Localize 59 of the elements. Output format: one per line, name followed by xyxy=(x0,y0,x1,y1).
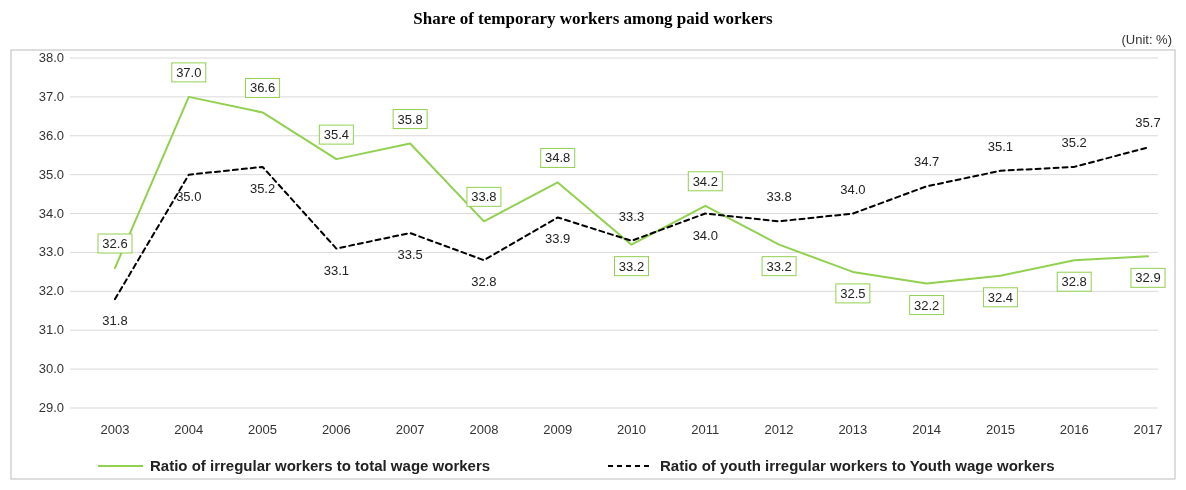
data-label: 32.2 xyxy=(913,297,940,313)
data-label: 33.9 xyxy=(545,231,571,247)
data-label: 32.9 xyxy=(1135,270,1161,286)
y-tick-label: 33.0 xyxy=(38,244,64,260)
x-tick-label: 2011 xyxy=(691,422,720,437)
data-label: 35.8 xyxy=(397,111,423,127)
data-label: 32.4 xyxy=(987,289,1014,305)
data-label: 33.3 xyxy=(618,208,645,224)
data-label: 32.8 xyxy=(1061,274,1087,290)
data-label: 33.5 xyxy=(397,247,423,262)
y-tick-label: 32.0 xyxy=(38,283,64,299)
x-tick-label: 2014 xyxy=(912,422,942,437)
x-tick-label: 2008 xyxy=(469,422,499,437)
data-label: 34.0 xyxy=(692,227,718,243)
text: (Unit: %) xyxy=(1121,32,1172,47)
legend-label: Ratio of youth irregular workers to Youth wage workers xyxy=(660,457,1055,474)
data-label: 36.6 xyxy=(249,80,276,96)
data-label: 33.2 xyxy=(766,258,792,274)
data-label: 35.4 xyxy=(323,127,350,143)
data-label: 34.2 xyxy=(692,173,718,189)
data-label: 35.0 xyxy=(176,188,202,204)
data-label: 32.6 xyxy=(102,236,128,251)
x-tick-label: 2004 xyxy=(174,422,204,437)
data-label: 35.2 xyxy=(249,180,276,196)
x-tick-label: 2015 xyxy=(985,422,1015,437)
data-label: 34.7 xyxy=(913,154,940,170)
data-label: 34.0 xyxy=(840,181,866,197)
x-tick-label: 2012 xyxy=(764,422,794,437)
data-label: 35.1 xyxy=(987,138,1014,154)
x-tick-label: 2013 xyxy=(838,422,868,437)
y-tick-label: 37.0 xyxy=(38,88,64,104)
data-label: 37.0 xyxy=(176,64,202,80)
x-tick-label: 2017 xyxy=(1133,422,1163,437)
data-label: 33.1 xyxy=(323,262,350,278)
x-tick-label: 2005 xyxy=(248,422,278,437)
data-label: 34.8 xyxy=(545,150,571,166)
data-label: 33.2 xyxy=(618,258,645,274)
x-tick-label: 2009 xyxy=(543,422,573,437)
data-label: 32.8 xyxy=(471,274,497,290)
x-tick-label: 2003 xyxy=(100,422,130,437)
data-label: 35.2 xyxy=(1061,134,1087,150)
x-tick-label: 2006 xyxy=(321,422,351,437)
x-tick-label: 2010 xyxy=(617,422,646,437)
x-tick-label: 2016 xyxy=(1059,422,1089,437)
data-label: 33.8 xyxy=(471,189,497,205)
y-tick-label: 31.0 xyxy=(38,322,64,338)
y-tick-label: 35.0 xyxy=(38,166,64,182)
y-tick-label: 29.0 xyxy=(38,400,64,415)
data-label: 32.5 xyxy=(840,285,866,301)
y-tick-label: 30.0 xyxy=(38,361,64,377)
y-tick-label: 36.0 xyxy=(38,127,64,143)
chart-title: Share of temporary workers among paid workers xyxy=(413,9,774,28)
legend-label: Ratio of irregular workers to total wage workers xyxy=(150,457,491,474)
x-tick-label: 2007 xyxy=(395,422,425,437)
y-tick-label: 38.0 xyxy=(38,50,64,65)
data-label: 33.8 xyxy=(766,189,792,205)
data-label: 35.7 xyxy=(1135,115,1161,131)
data-label: 31.8 xyxy=(102,313,128,329)
y-tick-label: 34.0 xyxy=(38,205,64,221)
